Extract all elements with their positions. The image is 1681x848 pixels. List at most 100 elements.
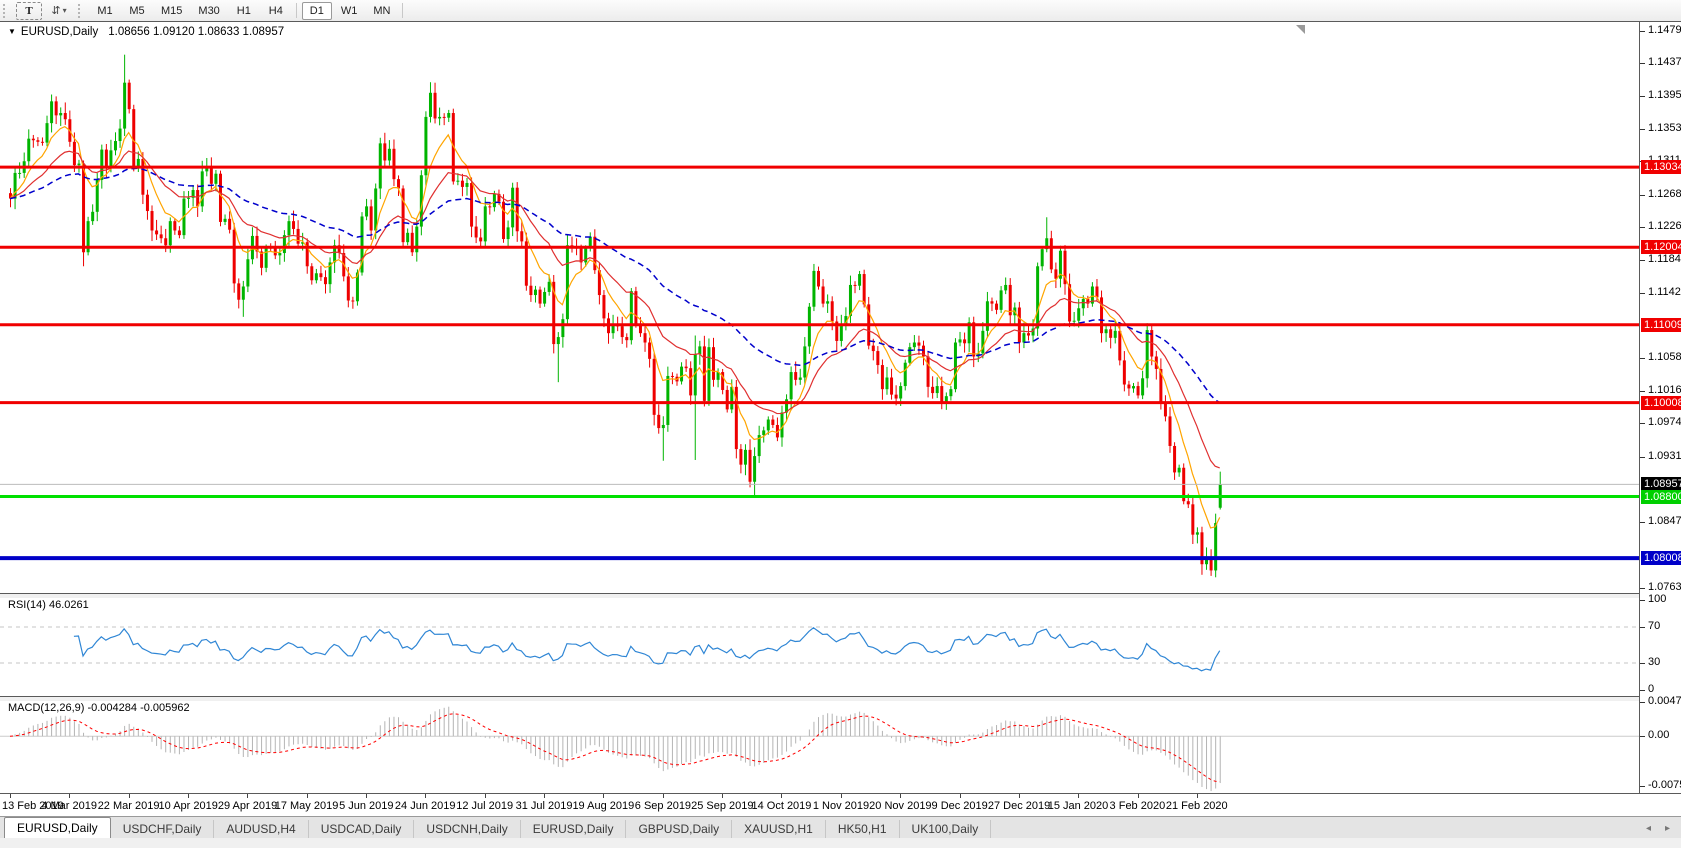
timeframe-button-h1[interactable]: H1 [236, 4, 251, 17]
macd-panel[interactable] [0, 701, 1640, 793]
price-tick-label: 1.07630 [1648, 580, 1681, 593]
chart-tab-usdcnh-daily[interactable]: USDCNH,Daily [414, 820, 521, 839]
timeframe-button-d1[interactable]: D1 [301, 1, 332, 20]
date-label: 25 Sep 2019 [691, 800, 754, 812]
axis-tick [1640, 63, 1645, 65]
price-tick-label: 1.10160 [1648, 383, 1681, 396]
toolbar-grip[interactable] [3, 3, 10, 18]
chart-tab-xauusd-h1[interactable]: XAUUSD,H1 [732, 820, 826, 839]
time-axis-tick [69, 794, 71, 798]
chart-tab-eurusd-daily[interactable]: EURUSD,Daily [521, 820, 627, 839]
toolbar-grip[interactable] [78, 3, 85, 18]
date-label: 27 Dec 2019 [987, 800, 1051, 812]
price-chart-canvas[interactable] [0, 22, 1640, 593]
time-axis-tick [544, 794, 546, 798]
price-tick-label: 1.09740 [1648, 416, 1681, 429]
timeframe-toolbar: M1 M5 M15 M30 H1 H4 D1 W1 MN [89, 1, 407, 20]
timeframe-button-m15[interactable]: M15 [161, 4, 183, 17]
date-label: 17 May 2019 [274, 800, 339, 812]
rsi-tick-label: 70 [1648, 620, 1661, 632]
date-label: 13 Feb 2019 [2, 800, 64, 812]
timeframe-button-mn[interactable]: MN [373, 4, 391, 17]
axis-tick [1640, 600, 1645, 601]
price-tick-label: 1.12680 [1648, 187, 1681, 200]
macd-tick-label: 0.00 [1648, 729, 1670, 742]
time-axis-tick [662, 794, 664, 798]
axis-tick [1640, 522, 1645, 524]
axis-tick [1640, 390, 1645, 392]
price-tick-label: 1.08470 [1648, 515, 1681, 528]
toolbar-separator [295, 3, 297, 18]
date-label: 19 Aug 2019 [572, 800, 635, 812]
time-axis-tick [1196, 794, 1198, 798]
date-label: 20 Nov 2019 [869, 800, 932, 812]
price-badge: 1.12004 [1641, 240, 1681, 255]
date-label: 22 Mar 2019 [97, 800, 160, 812]
time-axis-tick [10, 794, 11, 798]
rsi-label: RSI(14) 46.0261 [8, 599, 89, 611]
chart-top-border [0, 21, 1681, 22]
tabs-scroll-right-button[interactable]: ▸ [1664, 822, 1670, 834]
price-tick-label: 1.09310 [1648, 449, 1681, 462]
price-tick-label: 1.14370 [1648, 56, 1681, 69]
time-axis-tick [128, 794, 130, 798]
date-label: 1 Nov 2019 [812, 800, 870, 812]
tabs-scroll-left-button[interactable]: ◂ [1645, 822, 1651, 834]
axis-tick [1640, 702, 1645, 703]
text-tool-button[interactable]: T [16, 1, 42, 20]
rsi-canvas[interactable] [0, 598, 1640, 696]
axis-tick [1640, 194, 1645, 196]
time-axis-tick [188, 794, 190, 798]
macd-tick-label: -0.007584 [1648, 779, 1681, 791]
price-badge: 1.10008 [1641, 395, 1681, 410]
chart-shift-marker-icon[interactable] [1296, 25, 1305, 34]
timeframe-button-m1[interactable]: M1 [97, 4, 113, 17]
axis-tick [1640, 690, 1645, 691]
axis-tick [1640, 30, 1645, 32]
chart-tab-gbpusd-daily[interactable]: GBPUSD,Daily [626, 820, 733, 839]
timeframe-button-m5[interactable]: M5 [129, 4, 145, 17]
date-label: 14 Oct 2019 [751, 800, 812, 812]
time-axis-tick [840, 794, 842, 798]
tile-charts-icon: ⇵ [51, 5, 61, 17]
chart-tab-eurusd-daily[interactable]: EURUSD,Daily [4, 817, 111, 839]
chart-tab-usdcad-daily[interactable]: USDCAD,Daily [309, 820, 415, 839]
price-axis[interactable]: 1.147901.143701.139501.135301.131101.126… [1640, 22, 1681, 815]
toolbar: T ⇵ ▾ M1 M5 M15 M30 H1 H4 D1 W1 MN [0, 0, 1681, 22]
date-label: 9 Dec 2019 [931, 800, 988, 812]
price-tick-label: 1.11840 [1648, 253, 1681, 266]
chart-tab-hk50-h1[interactable]: HK50,H1 [826, 820, 900, 839]
tile-charts-button[interactable]: ⇵ ▾ [44, 2, 74, 20]
time-axis-tick [900, 794, 902, 798]
rsi-panel[interactable] [0, 598, 1640, 696]
axis-tick [1640, 423, 1645, 425]
collapse-triangle-icon[interactable]: ▼ [8, 27, 16, 36]
time-axis-tick [1137, 794, 1139, 798]
timeframe-button-m30[interactable]: M30 [198, 4, 220, 17]
rsi-tick-label: 0 [1648, 683, 1655, 695]
rsi-tick-label: 100 [1648, 593, 1667, 605]
price-tick-label: 1.11420 [1648, 285, 1681, 298]
time-axis[interactable]: 13 Feb 2019 4 Mar 2019 22 Mar 2019 10 Apr 2… [0, 793, 1681, 817]
axis-tick [1640, 358, 1645, 360]
chart-tab-audusd-h4[interactable]: AUDUSD,H4 [214, 820, 309, 839]
time-axis-tick [366, 794, 368, 798]
axis-tick [1640, 227, 1645, 229]
macd-tick-label: 0.004738 [1648, 695, 1681, 707]
chart-tab-uk100-daily[interactable]: UK100,Daily [900, 820, 992, 839]
date-label: 15 Jan 2020 [1047, 800, 1109, 812]
timeframe-button-w1[interactable]: W1 [340, 4, 358, 17]
axis-tick [1640, 587, 1645, 589]
chart-title-symbol: EURUSD,Daily [20, 26, 99, 38]
time-axis-tick [306, 794, 308, 798]
toolbar-separator [402, 3, 404, 18]
macd-canvas[interactable] [0, 701, 1640, 793]
chart-tab-usdchf-daily[interactable]: USDCHF,Daily [111, 820, 215, 839]
price-badge: 1.08008 [1641, 551, 1681, 566]
price-badge: 1.08957 [1641, 477, 1681, 492]
tab-scroll-arrows: ◂ ▸ [1639, 817, 1681, 839]
timeframe-button-h4[interactable]: H4 [268, 4, 283, 17]
price-tick-label: 1.13530 [1648, 121, 1681, 134]
price-badge: 1.11009 [1641, 317, 1681, 332]
